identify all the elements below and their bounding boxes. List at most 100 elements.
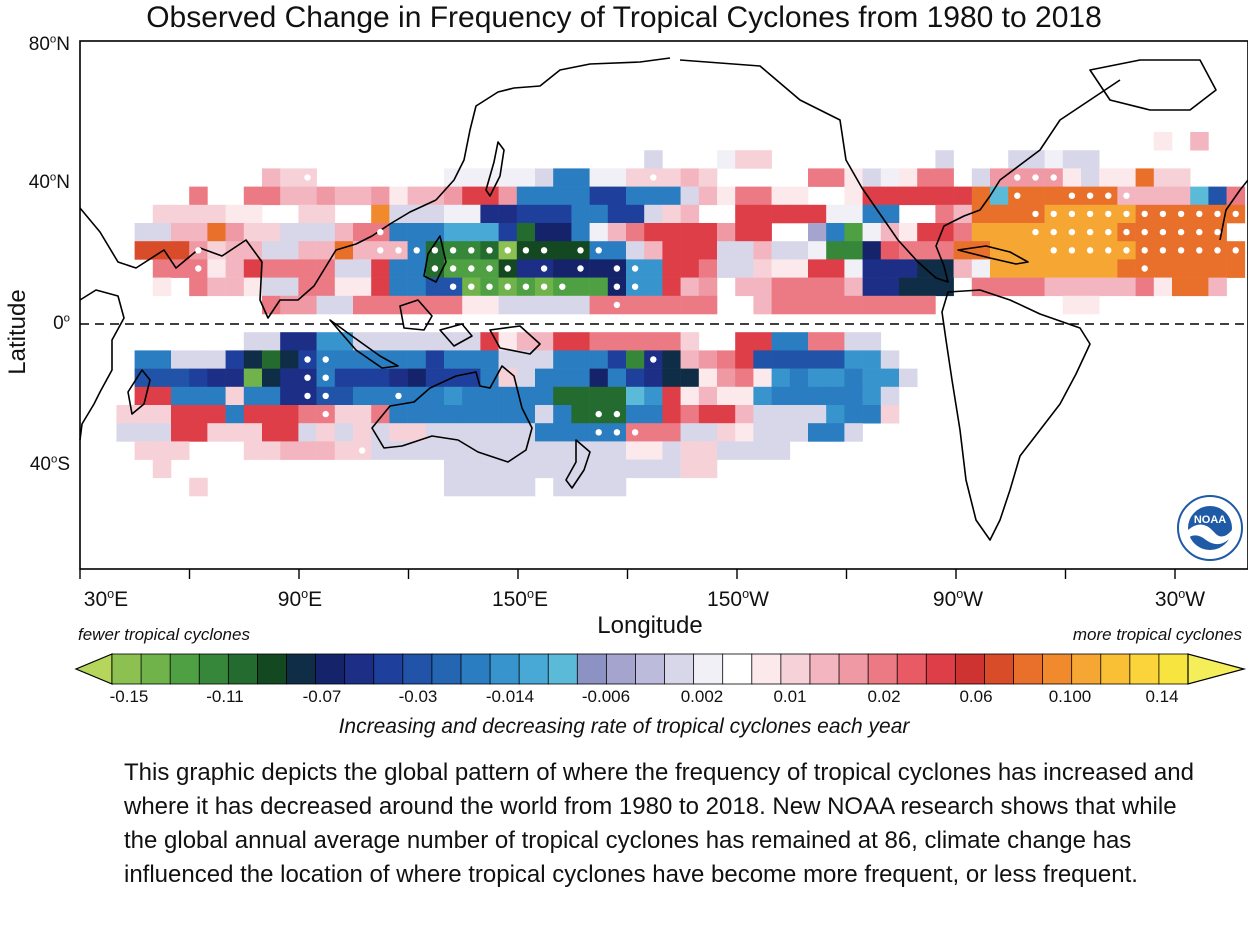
heatmap-cell (571, 350, 590, 369)
heatmap-cell (698, 295, 718, 315)
heatmap-cell (280, 277, 299, 297)
heatmap-cell (644, 459, 663, 479)
significance-dot (540, 283, 548, 290)
heatmap-cell (334, 368, 354, 388)
heatmap-cell (1044, 277, 1064, 297)
heatmap-cell (116, 423, 135, 442)
heatmap-cell (189, 386, 208, 406)
heatmap-cell (626, 459, 645, 479)
heatmap-cell (662, 204, 681, 224)
heatmap-cell (589, 277, 609, 297)
heatmap-cell (717, 223, 736, 242)
colorbar-tick: -0.11 (206, 687, 244, 706)
heatmap-cell (626, 386, 645, 406)
heatmap-cell (771, 423, 791, 442)
colorbar-title: Increasing and decreasing rate of tropic… (338, 715, 910, 738)
heatmap-cell (826, 405, 845, 424)
significance-dot (595, 410, 602, 418)
significance-dot (395, 392, 402, 400)
heatmap-cell (535, 386, 554, 406)
heatmap-cell (371, 441, 390, 460)
heatmap-cell (516, 259, 536, 278)
heatmap-cell (262, 441, 281, 460)
heatmap-cell (1172, 168, 1191, 187)
significance-dot (577, 265, 584, 272)
heatmap-cell (480, 423, 499, 442)
heatmap-cell (1190, 277, 1209, 297)
heatmap-cell (371, 295, 390, 315)
heatmap-cell (1190, 186, 1209, 206)
heatmap-cell (899, 368, 918, 388)
heatmap-cell (207, 277, 226, 297)
lon-tick-30e: 30oE (83, 587, 129, 611)
heatmap-cell (571, 295, 590, 315)
heatmap-cell (808, 405, 827, 424)
heatmap-cell (899, 259, 918, 278)
heatmap-cell (1044, 150, 1064, 169)
heatmap-cell (425, 295, 445, 315)
heatmap-cell (571, 277, 590, 297)
heatmap-cell (498, 477, 518, 497)
heatmap-cell (753, 295, 772, 315)
colorbar-swatch (1042, 653, 1073, 685)
significance-dot (1177, 247, 1185, 254)
heatmap-cell (1026, 259, 1045, 278)
significance-dot (1196, 228, 1203, 236)
heatmap-cell (607, 186, 627, 206)
colorbar-tick: 0.002 (680, 687, 724, 706)
heatmap-cell (680, 168, 700, 187)
heatmap-cell (880, 186, 900, 206)
heatmap-cell (753, 186, 772, 206)
significance-dot (1159, 247, 1167, 254)
heatmap-cell (771, 368, 791, 388)
significance-dot (504, 265, 511, 272)
heatmap-cell (298, 204, 317, 224)
heatmap-cell (589, 204, 609, 224)
heatmap-cell (334, 332, 354, 351)
heatmap-cell (753, 241, 772, 260)
heatmap-cell (498, 405, 518, 424)
heatmap-cell (262, 241, 281, 260)
heatmap-cell (862, 186, 882, 206)
heatmap-cell (462, 223, 481, 242)
heatmap-cell (1062, 277, 1082, 297)
heatmap-cell (407, 441, 427, 460)
heatmap-cell (862, 259, 882, 278)
heatmap-cell (243, 186, 263, 206)
heatmap-cell (607, 477, 627, 497)
heatmap-cell (662, 295, 681, 315)
heatmap-cell (735, 350, 754, 369)
significance-dot (631, 429, 639, 436)
colorbar-swatch (547, 653, 579, 685)
heatmap-cell (607, 223, 627, 242)
heatmap-cell (553, 168, 572, 187)
heatmap-cell (535, 295, 554, 315)
heatmap-cell (644, 259, 663, 278)
heatmap-cell (1135, 168, 1155, 187)
heatmap-cell (990, 168, 1009, 187)
significance-dot (1214, 247, 1221, 254)
heatmap-cell (334, 441, 354, 460)
coast-madagascar (127, 369, 151, 415)
heatmap-cell (589, 386, 609, 406)
heatmap-cell (771, 386, 791, 406)
colorbar (74, 653, 1247, 685)
heatmap-cell (353, 241, 372, 260)
significance-dot (358, 483, 366, 491)
heatmap-cell (516, 186, 536, 206)
heatmap-cell (316, 241, 336, 260)
heatmap-cell (753, 259, 772, 278)
heatmap-cell (425, 332, 445, 351)
heatmap-cell (389, 368, 408, 388)
colorbar-swatch (257, 653, 288, 685)
heatmap-cell (1153, 277, 1173, 297)
heatmap-cell (753, 405, 772, 424)
colorbar-end-right (1187, 653, 1247, 685)
heatmap-cell (553, 186, 572, 206)
significance-dot (650, 356, 657, 363)
heatmap-cell (917, 277, 936, 297)
significance-dot (1123, 228, 1130, 236)
heatmap-cell (516, 204, 536, 224)
heatmap-cell (516, 350, 536, 369)
heatmap-cell (789, 241, 809, 260)
